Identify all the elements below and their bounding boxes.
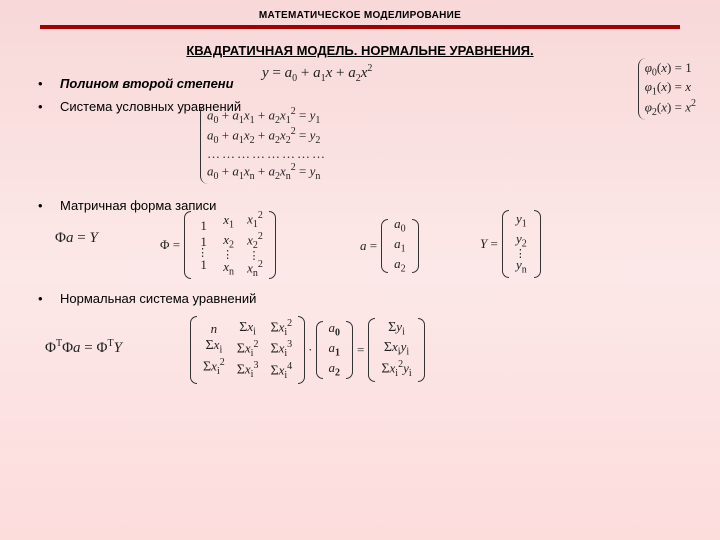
bullet-icon: • [38, 198, 60, 213]
formula-basis: φ0(x) = 1 φ1(x) = x φ2(x) = x2 [638, 58, 696, 120]
page-header: МАТЕМАТИЧЕСКОЕ МОДЕЛИРОВАНИЕ [0, 0, 720, 21]
formula-system: a0 + a1x1 + a2x12 = y1 a0 + a1x2 + a2x22… [200, 104, 327, 184]
formula-normal-eq: ΦTΦa = ΦTY [45, 338, 122, 357]
formula-Y-vector: Y = y1y2⋮yn [480, 210, 541, 278]
formula-Phi-a-Y: Φa = Y [55, 230, 98, 247]
item-text-4: Нормальная система уравнений [60, 291, 256, 306]
formula-a-vector: a = a0a1a2 [360, 216, 419, 276]
list-item: • Матричная форма записи [38, 198, 682, 213]
bullet-icon: • [38, 99, 60, 114]
bullet-icon: • [38, 291, 60, 306]
subtitle: КВАДРАТИЧНАЯ МОДЕЛЬ. НОРМАЛЬНЕ УРАВНЕНИЯ… [0, 29, 720, 58]
list-item: • Нормальная система уравнений [38, 291, 682, 306]
bullet-icon: • [38, 76, 60, 91]
formula-Phi-matrix: Φ = 11⋮1 x1x2⋮xn x12x22⋮xn2 [160, 210, 276, 281]
formula-polynomial: y = a0 + a1x + a2x2 [262, 63, 372, 84]
item-text-1: Полином второй степени [60, 76, 234, 91]
formula-normal-matrix: n Σxi Σxi2 Σxi Σxi2 Σxi3 Σxi2 Σxi3 Σxi4 … [190, 316, 425, 384]
content-area: • Полином второй степени • Система услов… [0, 58, 720, 306]
list-item: • Система условных уравнений [38, 99, 682, 114]
